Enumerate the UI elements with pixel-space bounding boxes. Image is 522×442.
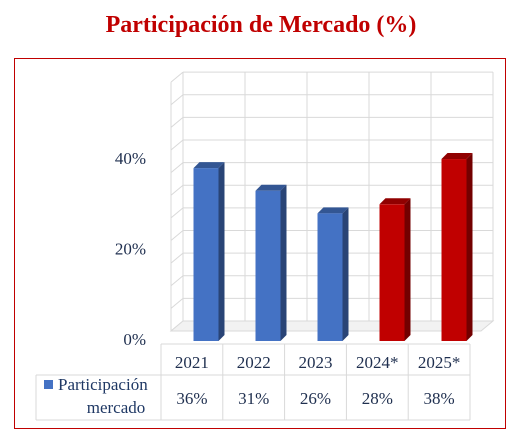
side-gridline [170,297,184,309]
x-category-label: 2022 [237,353,271,372]
data-value-label: 28% [362,389,393,408]
bar-front [193,168,219,341]
data-value-label: 38% [424,389,455,408]
bar-side [404,198,411,341]
side-gridline [170,94,184,106]
x-category-label: 2025* [418,353,461,372]
data-table: 2021 36% 2022 31% 2023 26% 2024* 28% 2025* 38% Par… [35,343,471,421]
legend-swatch [44,380,53,389]
side-gridline [170,184,184,196]
bar-front [317,213,343,341]
chart-title: Participación de Mercado (%) [105,12,417,38]
bar [441,153,473,341]
x-category-label: 2023 [299,353,333,372]
bar-top [317,207,349,214]
bar-top [379,198,411,205]
data-value-label: 26% [300,389,331,408]
y-tick-label: 40% [115,149,146,168]
bar-front [441,159,467,341]
y-tick-labels: 0% 20% 40% [115,149,146,349]
bar-front [255,190,281,341]
side-gridline [170,207,184,219]
side-gridline [170,71,184,83]
data-value-label: 31% [238,389,269,408]
bar [379,198,411,341]
bar-side [466,153,473,341]
side-gridline [170,275,184,287]
bar [193,162,225,341]
legend-label-line2: mercado [87,398,146,417]
gridlines [169,71,495,332]
side-gridline [170,252,184,264]
bar-front [379,204,405,341]
side-gridline [170,230,184,241]
side-gridline [170,139,184,151]
bars [193,153,473,341]
bar-side [342,207,349,341]
bar-side [280,184,287,341]
x-category-label: 2024* [356,353,399,372]
side-gridline [170,162,184,174]
bar-top [193,162,225,169]
y-tick-label: 0% [123,330,146,349]
bar-side [218,162,225,341]
y-tick-label: 20% [115,240,146,259]
chart-frame [14,58,506,429]
side-gridline [170,116,184,128]
bar [317,207,349,341]
bar-top [441,153,473,160]
bar [255,184,287,341]
bar-top [255,184,287,191]
x-category-label: 2021 [175,353,209,372]
legend-label-line1: Participación [58,375,148,394]
data-value-label: 36% [176,389,207,408]
